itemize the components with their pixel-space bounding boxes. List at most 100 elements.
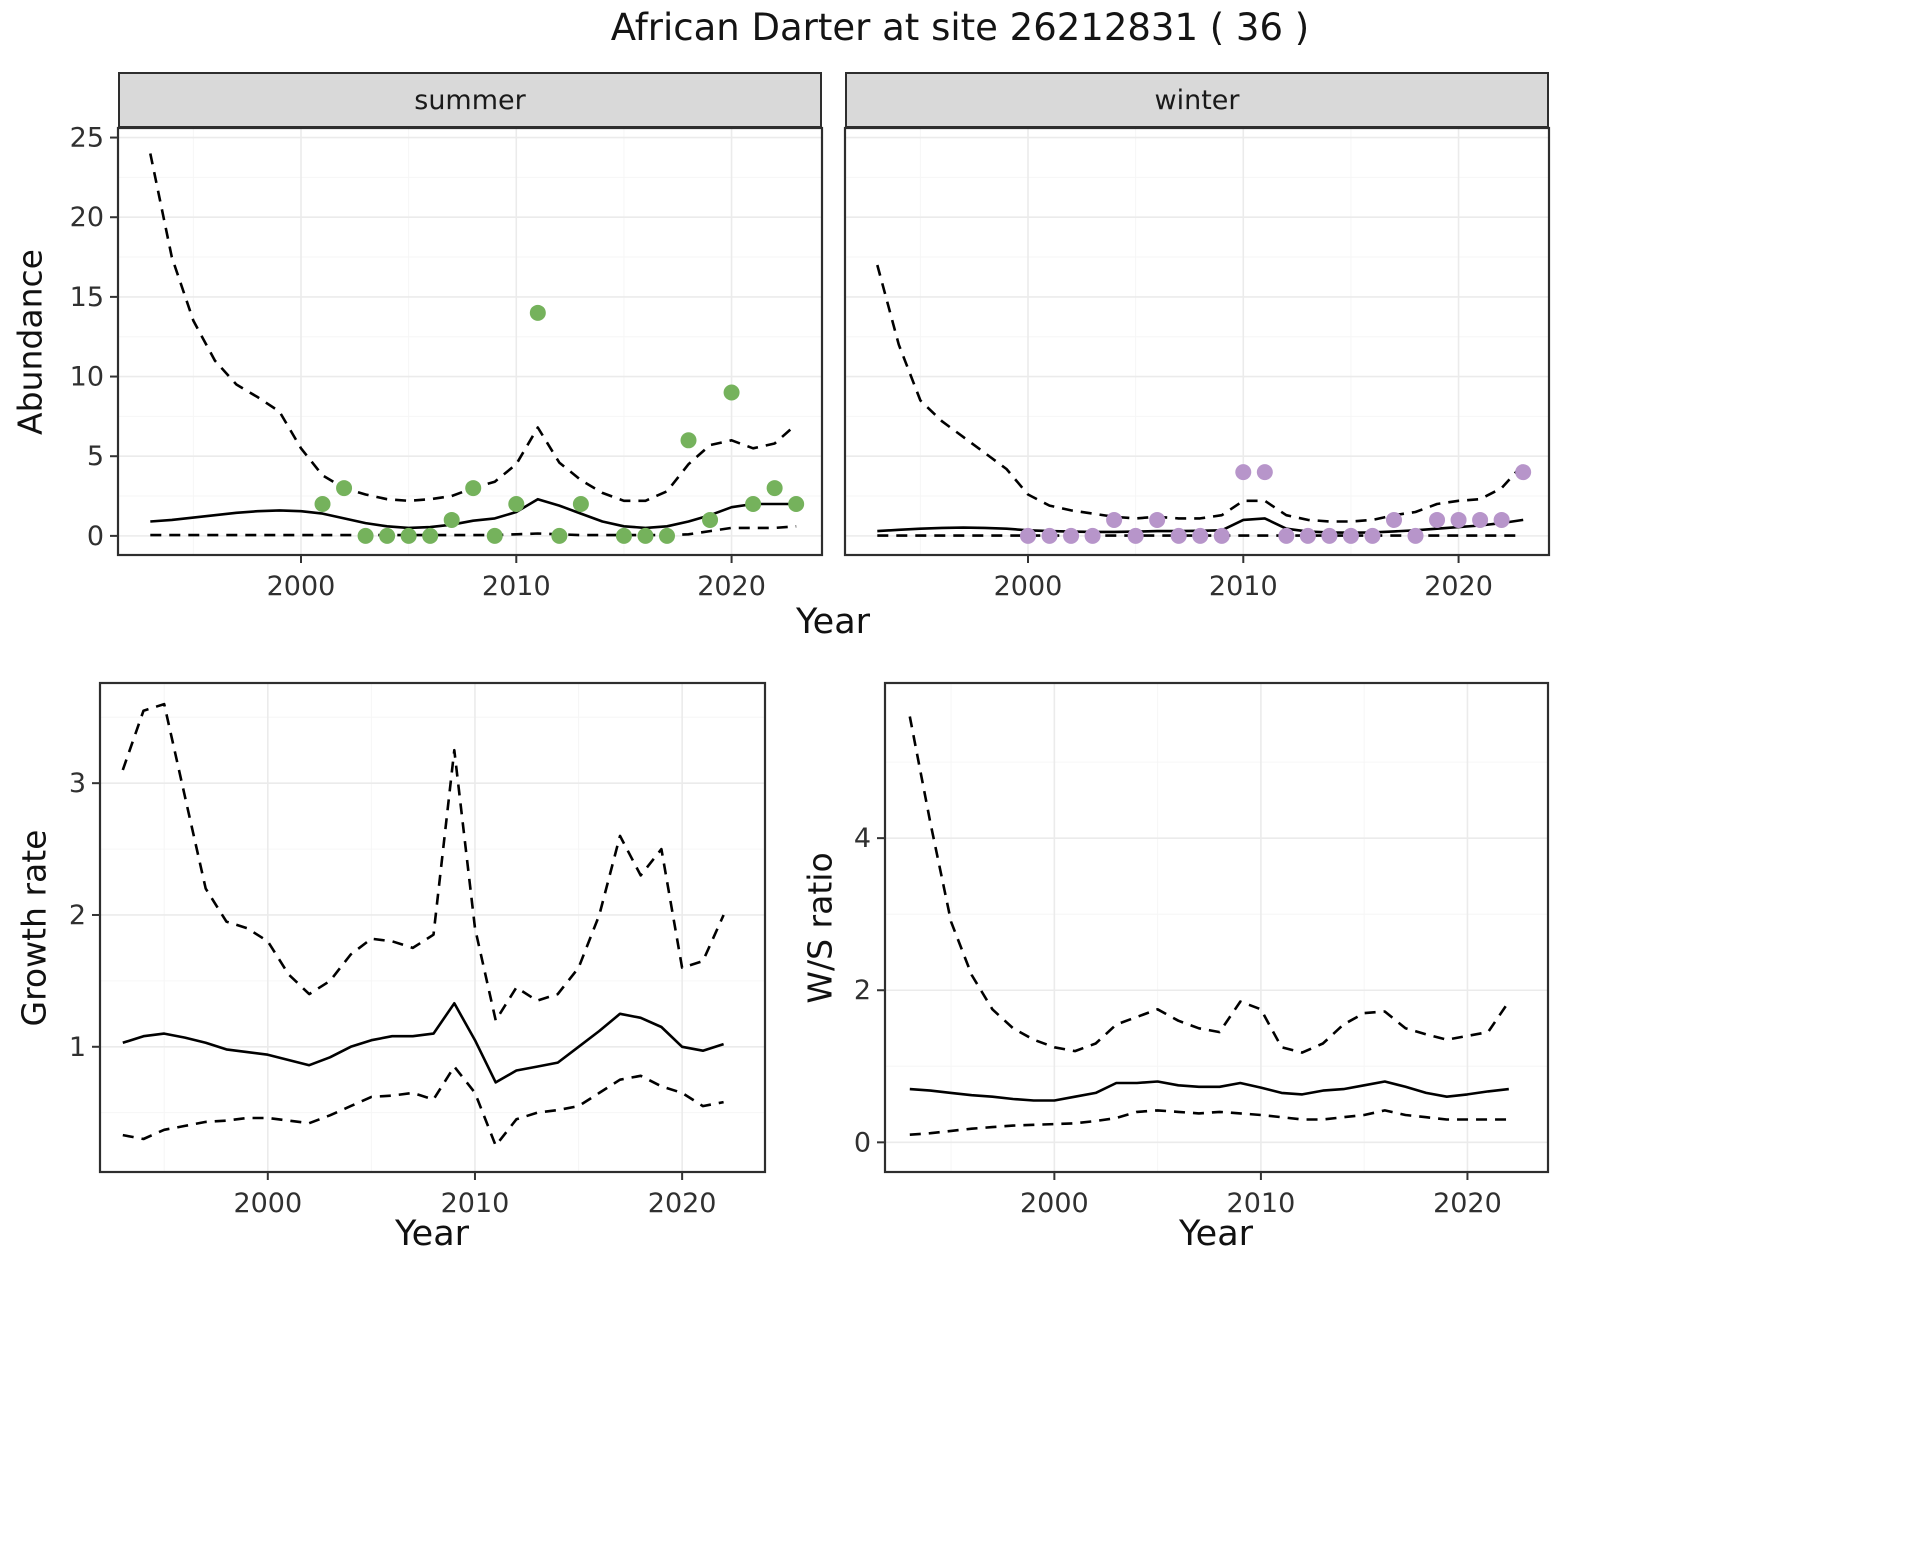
data-point (336, 480, 353, 497)
data-point (551, 527, 568, 544)
y-tick-label: 2 (854, 975, 871, 1006)
y-tick-label: 4 (854, 823, 871, 854)
data-point (1493, 511, 1510, 528)
data-point (788, 496, 805, 513)
x-axis-title-year-growth: Year (394, 1214, 470, 1254)
data-point (1192, 527, 1209, 544)
data-point (486, 527, 503, 544)
y-axis-title-growth-rate: Growth rate (14, 829, 54, 1027)
y-axis-title-ws-ratio: W/S ratio (800, 852, 840, 1004)
data-point (1041, 527, 1058, 544)
abundance-winter-plot: 2000 2010 2020 (843, 126, 1551, 602)
y-tick-label: 0 (87, 521, 104, 552)
data-point (314, 496, 331, 513)
panel-border (883, 681, 1550, 1174)
panel-border (843, 126, 1551, 557)
data-point (508, 496, 525, 513)
facet-strip-summer: summer (118, 72, 822, 128)
x-tick-label: 2020 (697, 571, 766, 602)
panel-border (116, 126, 824, 557)
y-tick-label: 0 (854, 1127, 871, 1158)
data-point (1407, 527, 1424, 544)
data-point (637, 527, 654, 544)
x-tick-label: 2010 (1209, 571, 1278, 602)
panel-background (845, 128, 1549, 555)
upper-ci-line (121, 702, 725, 1022)
panel-background (885, 683, 1548, 1172)
y-axis-title-abundance: Abundance (10, 249, 50, 435)
data-point (1106, 511, 1123, 528)
data-point (1429, 511, 1446, 528)
data-point (1364, 527, 1381, 544)
x-tick-label: 2000 (1020, 1188, 1089, 1219)
fit-line (150, 497, 797, 530)
x-tick-label: 2010 (1227, 1188, 1296, 1219)
data-point (357, 527, 374, 544)
data-point (723, 384, 740, 401)
data-point (1127, 527, 1144, 544)
y-tick-label: 5 (87, 441, 104, 472)
y-tick-label: 25 (70, 123, 104, 154)
x-axis-title-year-top: Year (795, 602, 871, 642)
data-point (400, 527, 417, 544)
data-point (615, 527, 632, 544)
ws-ratio-plot: 2000 2010 2020 0 2 4 (854, 681, 1550, 1219)
data-point (1063, 527, 1080, 544)
data-point (379, 527, 396, 544)
data-point (1149, 511, 1166, 528)
x-tick-label: 2000 (267, 571, 336, 602)
data-point (572, 496, 589, 513)
data-point (1278, 527, 1295, 544)
y-tick-label: 3 (69, 768, 86, 799)
upper-ci-line (876, 264, 1525, 523)
data-point (1472, 511, 1489, 528)
data-point (465, 480, 482, 497)
upper-ci-line (908, 716, 1510, 1054)
data-point (1515, 464, 1532, 481)
y-tick-label: 2 (69, 900, 86, 931)
x-axis-title-year-ws: Year (1178, 1214, 1254, 1254)
data-point (529, 304, 546, 321)
data-point (1450, 511, 1467, 528)
panel-border (98, 681, 767, 1174)
data-point (443, 511, 460, 528)
panel-background (100, 683, 765, 1172)
fit-line (909, 1080, 1509, 1102)
data-point (1299, 527, 1316, 544)
data-point (1321, 527, 1338, 544)
x-tick-label: 2020 (648, 1188, 717, 1219)
x-tick-label: 2010 (441, 1188, 510, 1219)
data-point (658, 527, 675, 544)
x-tick-label: 2000 (233, 1188, 302, 1219)
data-point (1385, 511, 1402, 528)
y-tick-label: 15 (70, 282, 104, 313)
lower-ci-line (909, 1109, 1509, 1136)
data-point (766, 480, 783, 497)
facet-strip-summer-label: summer (414, 84, 526, 116)
abundance-summer-plot: 2000 2010 2020 0 5 10 15 20 25 (70, 123, 824, 602)
fit-line (122, 1002, 724, 1084)
y-tick-label: 10 (70, 362, 104, 393)
data-point (1256, 464, 1273, 481)
data-point (422, 527, 439, 544)
data-point (1235, 464, 1252, 481)
lower-ci-line (150, 525, 797, 537)
data-point (680, 432, 697, 449)
data-point (745, 496, 762, 513)
data-point (1084, 527, 1101, 544)
x-tick-label: 2000 (994, 571, 1063, 602)
figure-title: African Darter at site 26212831 ( 36 ) (610, 6, 1310, 49)
data-point (1342, 527, 1359, 544)
data-point (1170, 527, 1187, 544)
data-point (1019, 527, 1036, 544)
data-point (702, 511, 719, 528)
growth-rate-plot: 2000 2010 2020 1 2 3 (69, 681, 767, 1219)
lower-ci-line (122, 1065, 724, 1147)
y-tick-label: 1 (69, 1032, 86, 1063)
y-tick-label: 20 (70, 202, 104, 233)
x-tick-label: 2010 (482, 571, 551, 602)
data-point (1213, 527, 1230, 544)
facet-strip-winter-label: winter (1154, 84, 1240, 116)
x-tick-label: 2020 (1424, 571, 1493, 602)
